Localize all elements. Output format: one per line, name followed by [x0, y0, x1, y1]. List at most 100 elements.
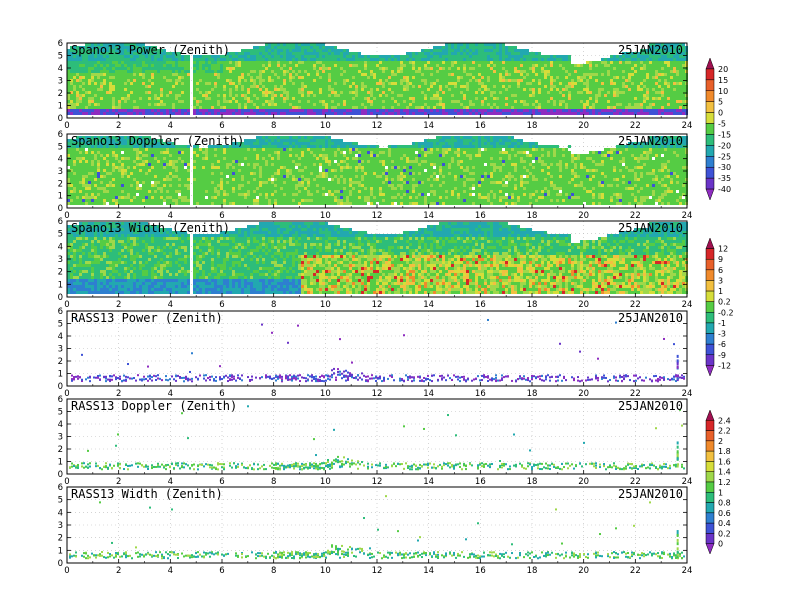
colorbar-swatch	[705, 502, 715, 514]
colorbar-swatch	[705, 440, 715, 452]
x-tick-label: 20	[578, 389, 589, 399]
y-tick-label: 2	[58, 534, 63, 544]
y-tick-label: 2	[58, 445, 63, 455]
x-tick-label: 8	[271, 566, 276, 576]
colorbar-swatch	[705, 301, 715, 313]
colorbar-label: -1	[718, 319, 726, 328]
colorbar-label: 6	[718, 266, 723, 275]
colorbar-swatch	[705, 258, 715, 271]
y-tick-label: 3	[58, 167, 63, 177]
y-tick-label: 6	[58, 483, 63, 493]
x-tick-label: 6	[219, 477, 224, 487]
x-tick-label: 12	[372, 211, 383, 221]
y-tick-label: 5	[58, 320, 63, 330]
y-tick-label: 0	[58, 114, 63, 124]
y-tick-label: 6	[58, 130, 63, 140]
colorbar-label: -30	[718, 163, 731, 172]
colorbar-label: 9	[718, 255, 723, 264]
panel-date: 25JAN2010	[618, 399, 683, 413]
x-tick-label: 24	[682, 211, 693, 221]
colorbar-swatch	[705, 269, 715, 281]
x-tick-label: 6	[219, 300, 224, 310]
y-tick-label: 1	[58, 458, 63, 468]
colorbar-swatch	[705, 354, 715, 366]
colorbar-swatch	[705, 492, 715, 503]
x-axis: 0 2 4 6 8 10 12 14 16 18 20 22 24	[64, 114, 692, 131]
x-tick-label: 14	[423, 121, 434, 131]
colorbar-swatch	[705, 522, 715, 534]
x-tick-label: 20	[578, 300, 589, 310]
colorbar-swatch	[705, 430, 715, 442]
heatmap-cells	[67, 43, 688, 115]
colorbar-label: 1.2	[718, 478, 731, 487]
x-axis: 0 2 4 6 8 10 12 14 16 18 20 22 24	[64, 293, 692, 310]
colorbar-swatch	[705, 543, 715, 555]
y-tick-label: 5	[58, 496, 63, 506]
x-tick-label: 12	[372, 121, 383, 131]
colorbar-swatch	[705, 134, 715, 146]
panel-title: RASS13 Power (Zenith)	[71, 311, 223, 325]
colorbar-label: -20	[718, 141, 731, 150]
colorbar-cb3: 2.4 2.221.81.6 1.41.21 0.80.60.40.2 0	[705, 409, 731, 555]
y-tick-label: 5	[58, 142, 63, 152]
x-tick-label: 18	[527, 121, 538, 131]
x-tick-label: 10	[320, 566, 331, 576]
x-tick-label: 4	[168, 477, 173, 487]
x-axis: 0 2 4 6 8 10 12 14 16 18 20 22 24	[64, 204, 692, 221]
x-tick-label: 16	[475, 477, 486, 487]
y-tick-label: 6	[58, 217, 63, 227]
colorbar-swatch	[705, 145, 715, 157]
x-tick-label: 6	[219, 389, 224, 399]
y-tick-label: 4	[58, 155, 63, 165]
y-tick-label: 0	[58, 559, 63, 569]
panel-date: 25JAN2010	[618, 134, 683, 148]
x-tick-label: 16	[475, 389, 486, 399]
y-tick-label: 1	[58, 280, 63, 290]
x-tick-label: 22	[630, 211, 641, 221]
x-tick-label: 18	[527, 300, 538, 310]
colorbar-swatch	[705, 90, 715, 102]
x-tick-label: 10	[320, 211, 331, 221]
x-tick-label: 4	[168, 389, 173, 399]
x-tick-label: 10	[320, 121, 331, 131]
colorbar-swatch	[705, 112, 715, 124]
colorbar-swatch	[705, 79, 715, 92]
heatmap-cells	[69, 495, 685, 560]
heatmap-cells	[67, 136, 688, 205]
colorbar-swatch	[705, 101, 715, 113]
x-tick-label: 24	[682, 300, 693, 310]
y-tick-label: 4	[58, 332, 63, 342]
y-axis: 0 1 2 3 4 5 6	[58, 217, 687, 303]
colorbar-label: 10	[718, 87, 728, 96]
x-tick-label: 20	[578, 211, 589, 221]
colorbar-label: 15	[718, 76, 728, 85]
panel-date: 25JAN2010	[618, 43, 683, 57]
colorbar-label: 0	[718, 540, 723, 549]
colorbar-label: -3	[718, 330, 726, 339]
y-tick-label: 2	[58, 89, 63, 99]
x-tick-label: 8	[271, 121, 276, 131]
x-tick-label: 10	[320, 477, 331, 487]
colorbar-swatch	[705, 68, 715, 81]
y-tick-label: 2	[58, 268, 63, 278]
colorbar-cb2: 129 63 1 0.2-0.2 -1 -3-6 -9-12	[705, 237, 734, 377]
colorbar-swatch	[705, 177, 715, 190]
y-tick-label: 1	[58, 546, 63, 556]
x-tick-label: 12	[372, 389, 383, 399]
x-tick-label: 6	[219, 121, 224, 131]
panel-title: RASS13 Doppler (Zenith)	[71, 399, 237, 413]
panel-date: 25JAN2010	[618, 487, 683, 501]
heatmap-cells	[69, 405, 685, 471]
colorbar-label: -15	[718, 130, 731, 139]
colorbar-label: 0.8	[718, 499, 731, 508]
x-tick-label: 22	[630, 300, 641, 310]
x-tick-label: 2	[116, 566, 121, 576]
x-tick-label: 8	[271, 300, 276, 310]
y-tick-label: 6	[58, 39, 63, 49]
x-tick-label: 2	[116, 300, 121, 310]
y-tick-label: 2	[58, 357, 63, 367]
colorbar-label: -5	[718, 120, 726, 129]
y-tick-label: 3	[58, 521, 63, 531]
colorbar-swatch	[705, 512, 715, 524]
